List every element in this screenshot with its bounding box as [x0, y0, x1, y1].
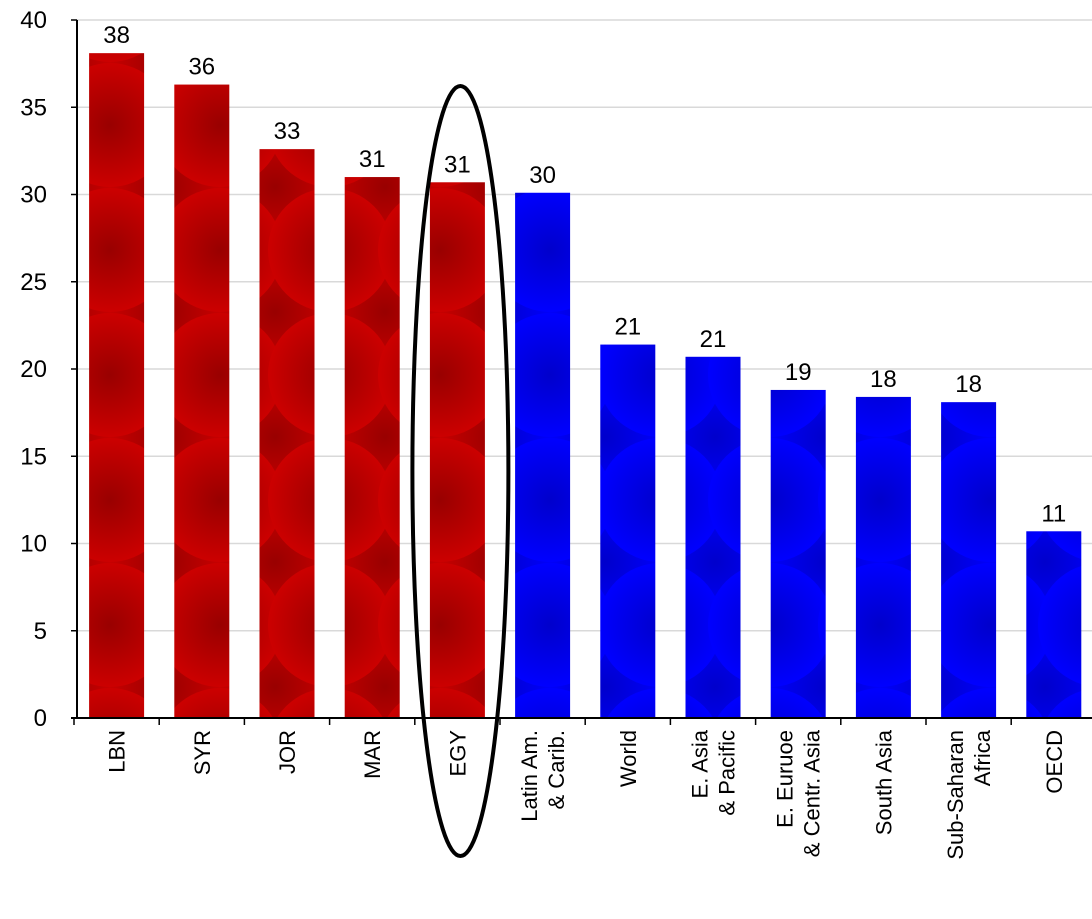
category-label-line: EGY [445, 730, 470, 777]
data-label: 18 [870, 366, 897, 393]
bar [515, 192, 571, 718]
y-tick-label: 10 [20, 531, 47, 558]
category-label: E. Euruoe & Centr. Asia [773, 729, 825, 857]
data-label: 31 [444, 151, 471, 178]
category-label-line: & Carib. [544, 730, 569, 809]
data-label: 19 [785, 359, 812, 386]
data-labels: 38 36 33 31 31 30 21 21 19 18 18 11 [103, 22, 1066, 527]
data-label: 11 [1041, 500, 1066, 527]
y-tick-label: 20 [20, 356, 47, 383]
y-tick-labels: 0 5 10 15 20 25 30 35 40 [20, 7, 47, 732]
bar [174, 84, 230, 718]
bar [89, 53, 145, 718]
bars [89, 53, 1082, 719]
data-label: 21 [614, 314, 641, 341]
category-label: Sub-Saharan Africa [943, 729, 995, 859]
bar [941, 402, 997, 718]
category-label: MAR [360, 730, 385, 779]
category-label-line: LBN [105, 730, 130, 773]
category-label-line: World [616, 730, 641, 787]
bar [770, 389, 826, 718]
axes [71, 19, 1092, 725]
category-label: Latin Am. & Carib. [517, 730, 569, 822]
y-tick-label: 5 [34, 618, 47, 645]
category-label-line: Latin Am. [517, 730, 542, 822]
category-label: LBN [105, 730, 130, 773]
bar [600, 344, 656, 718]
data-label: 33 [274, 118, 301, 145]
gridlines [77, 19, 1092, 632]
bar [429, 182, 485, 718]
bar [685, 356, 741, 718]
y-tick-label: 40 [20, 7, 47, 34]
category-label-line: South Asia [871, 729, 896, 835]
category-label: EGY [445, 730, 470, 777]
category-label-line: MAR [360, 730, 385, 779]
y-tick-label: 0 [34, 705, 47, 732]
category-label: South Asia [871, 729, 896, 835]
category-label-line: & Centr. Asia [800, 729, 825, 857]
data-label: 30 [529, 162, 556, 189]
category-label-line: SYR [190, 730, 215, 775]
category-label: E. Asia & Pacific [688, 729, 740, 815]
data-label: 36 [188, 54, 215, 81]
category-label-line: Africa [970, 729, 995, 786]
category-label: World [616, 730, 641, 787]
category-label: JOR [275, 730, 300, 774]
y-tick-label: 25 [20, 269, 47, 296]
category-label-line: Sub-Saharan [943, 730, 968, 860]
data-label: 38 [103, 22, 130, 49]
bar [259, 149, 315, 718]
category-labels: LBN SYR JOR MAR EGY Latin Am. & Carib. World E. … [105, 729, 1067, 859]
category-label: SYR [190, 730, 215, 775]
y-tick-label: 15 [20, 443, 47, 470]
category-label-line: & Pacific [715, 730, 740, 816]
bar [344, 177, 400, 719]
category-label: OECD [1042, 730, 1067, 794]
bar [855, 396, 911, 718]
bar [1026, 531, 1082, 718]
data-label: 21 [700, 326, 727, 353]
highlight-ellipse [410, 84, 511, 858]
y-tick-label: 30 [20, 182, 47, 209]
y-tick-label: 35 [20, 94, 47, 121]
highlight [410, 84, 511, 858]
category-label-line: E. Asia [688, 729, 713, 798]
category-label-line: E. Euruoe [773, 730, 798, 828]
category-label-line: OECD [1042, 730, 1067, 794]
category-label-line: JOR [275, 730, 300, 774]
data-label: 18 [955, 371, 982, 398]
data-label: 31 [359, 146, 386, 173]
